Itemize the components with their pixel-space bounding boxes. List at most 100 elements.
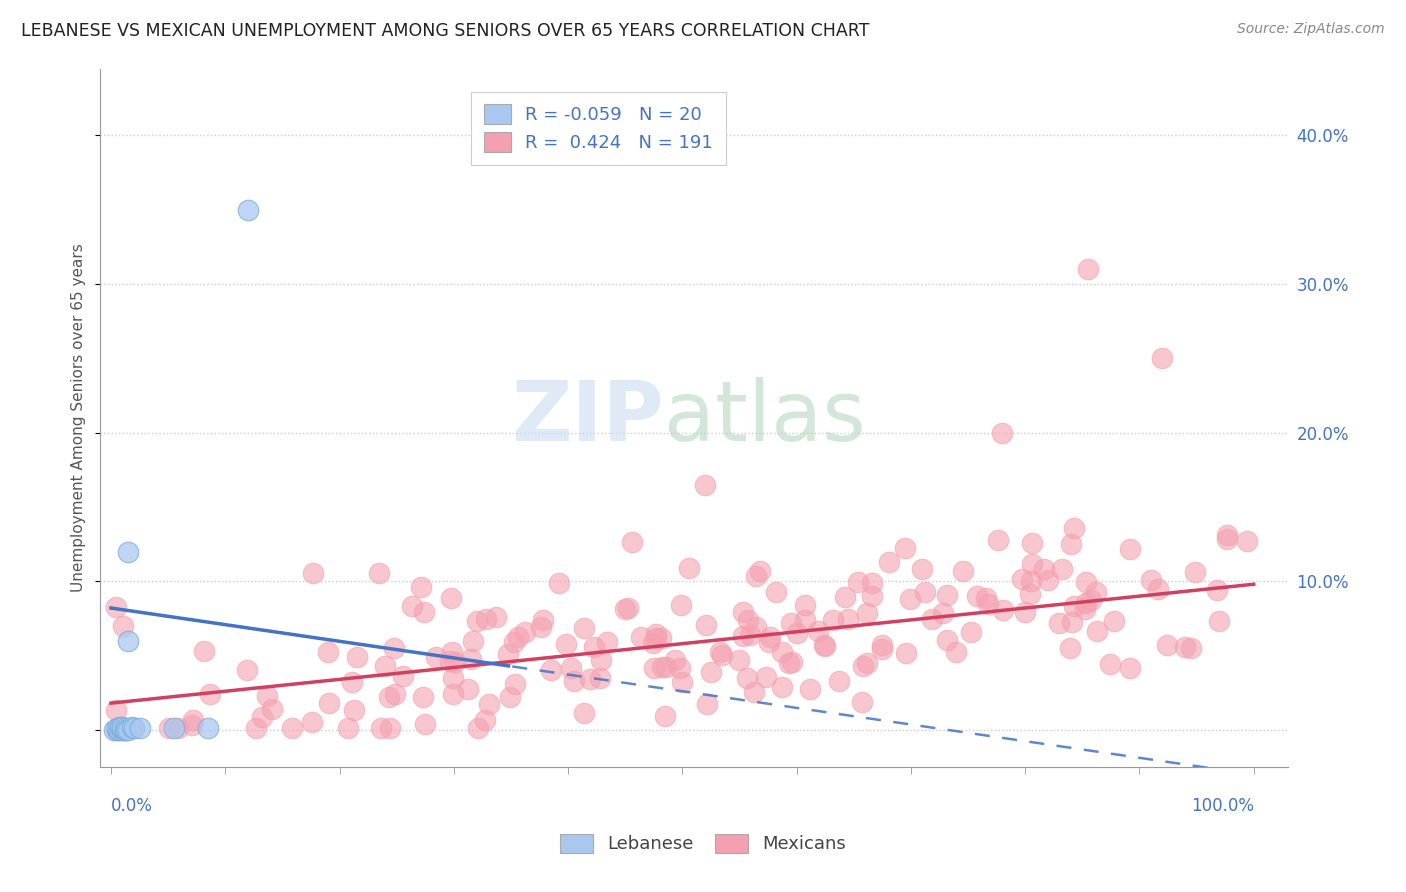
- Point: [896, 646, 918, 660]
- Point: [105, 703, 128, 717]
- Point: [1074, 575, 1097, 590]
- Point: [1021, 558, 1043, 572]
- Point: [1174, 640, 1197, 654]
- Point: [936, 588, 959, 602]
- Point: [122, 722, 145, 736]
- Point: [993, 602, 1015, 616]
- Point: [856, 607, 879, 621]
- Point: [503, 677, 526, 691]
- Point: [952, 564, 974, 578]
- Point: [780, 655, 803, 669]
- Point: [870, 642, 893, 657]
- Point: [650, 631, 672, 645]
- Point: [821, 613, 844, 627]
- Point: [547, 575, 569, 590]
- Point: [1118, 542, 1140, 557]
- Point: [1032, 562, 1054, 576]
- Point: [336, 722, 359, 736]
- Point: [872, 638, 894, 652]
- Point: [1085, 624, 1108, 638]
- Point: [664, 652, 686, 666]
- Point: [966, 589, 988, 603]
- Point: [572, 621, 595, 635]
- Point: [485, 610, 508, 624]
- Point: [1038, 573, 1060, 587]
- Point: [412, 690, 434, 705]
- Point: [513, 624, 536, 639]
- Point: [620, 535, 643, 549]
- Point: [1047, 615, 1070, 630]
- Point: [856, 656, 879, 670]
- Point: [879, 555, 901, 569]
- Point: [960, 625, 983, 640]
- Point: [474, 714, 496, 728]
- Point: [370, 722, 392, 736]
- Point: [911, 562, 934, 576]
- Point: [834, 591, 856, 605]
- Point: [596, 634, 619, 648]
- Point: [678, 561, 700, 575]
- Point: [117, 723, 139, 737]
- Point: [368, 566, 391, 580]
- Point: [245, 722, 267, 736]
- Point: [301, 566, 323, 580]
- Point: [440, 591, 463, 606]
- Point: [770, 680, 793, 694]
- Point: [105, 599, 128, 614]
- Point: [401, 599, 423, 613]
- Point: [457, 682, 479, 697]
- Point: [794, 598, 817, 612]
- Point: [1084, 585, 1107, 599]
- Point: [644, 631, 666, 645]
- Point: [256, 689, 278, 703]
- Point: [745, 620, 768, 634]
- Point: [921, 612, 943, 626]
- Point: [749, 564, 772, 578]
- Point: [846, 574, 869, 589]
- Point: [977, 597, 1000, 611]
- Point: [770, 645, 793, 659]
- Point: [440, 645, 463, 659]
- Point: [935, 633, 957, 648]
- Point: [813, 638, 835, 652]
- Point: [439, 654, 461, 668]
- Point: [699, 665, 721, 680]
- Point: [318, 696, 340, 710]
- Text: 0.0%: 0.0%: [111, 797, 153, 815]
- Point: [987, 533, 1010, 548]
- Point: [742, 685, 765, 699]
- Point: [1019, 587, 1042, 601]
- Point: [900, 592, 922, 607]
- Point: [1021, 574, 1043, 589]
- Point: [814, 640, 837, 654]
- Point: [1102, 614, 1125, 628]
- Point: [894, 541, 917, 555]
- Point: [589, 671, 612, 685]
- Point: [1014, 605, 1036, 619]
- Point: [425, 650, 447, 665]
- Point: [1184, 566, 1206, 580]
- Legend: Lebanese, Mexicans: Lebanese, Mexicans: [553, 827, 853, 861]
- Point: [117, 544, 139, 558]
- Point: [745, 568, 768, 582]
- Point: [617, 601, 640, 615]
- Point: [786, 626, 808, 640]
- Point: [851, 695, 873, 709]
- Point: [793, 613, 815, 627]
- Point: [374, 659, 396, 673]
- Point: [105, 722, 128, 736]
- Point: [392, 669, 415, 683]
- Point: [115, 723, 138, 737]
- Point: [460, 651, 482, 665]
- Point: [301, 714, 323, 729]
- Point: [111, 722, 134, 736]
- Point: [583, 640, 606, 654]
- Point: [709, 644, 731, 658]
- Point: [1011, 572, 1033, 586]
- Point: [711, 648, 734, 662]
- Point: [1080, 592, 1102, 607]
- Point: [475, 612, 498, 626]
- Point: [498, 690, 520, 705]
- Point: [1180, 641, 1202, 656]
- Point: [530, 620, 553, 634]
